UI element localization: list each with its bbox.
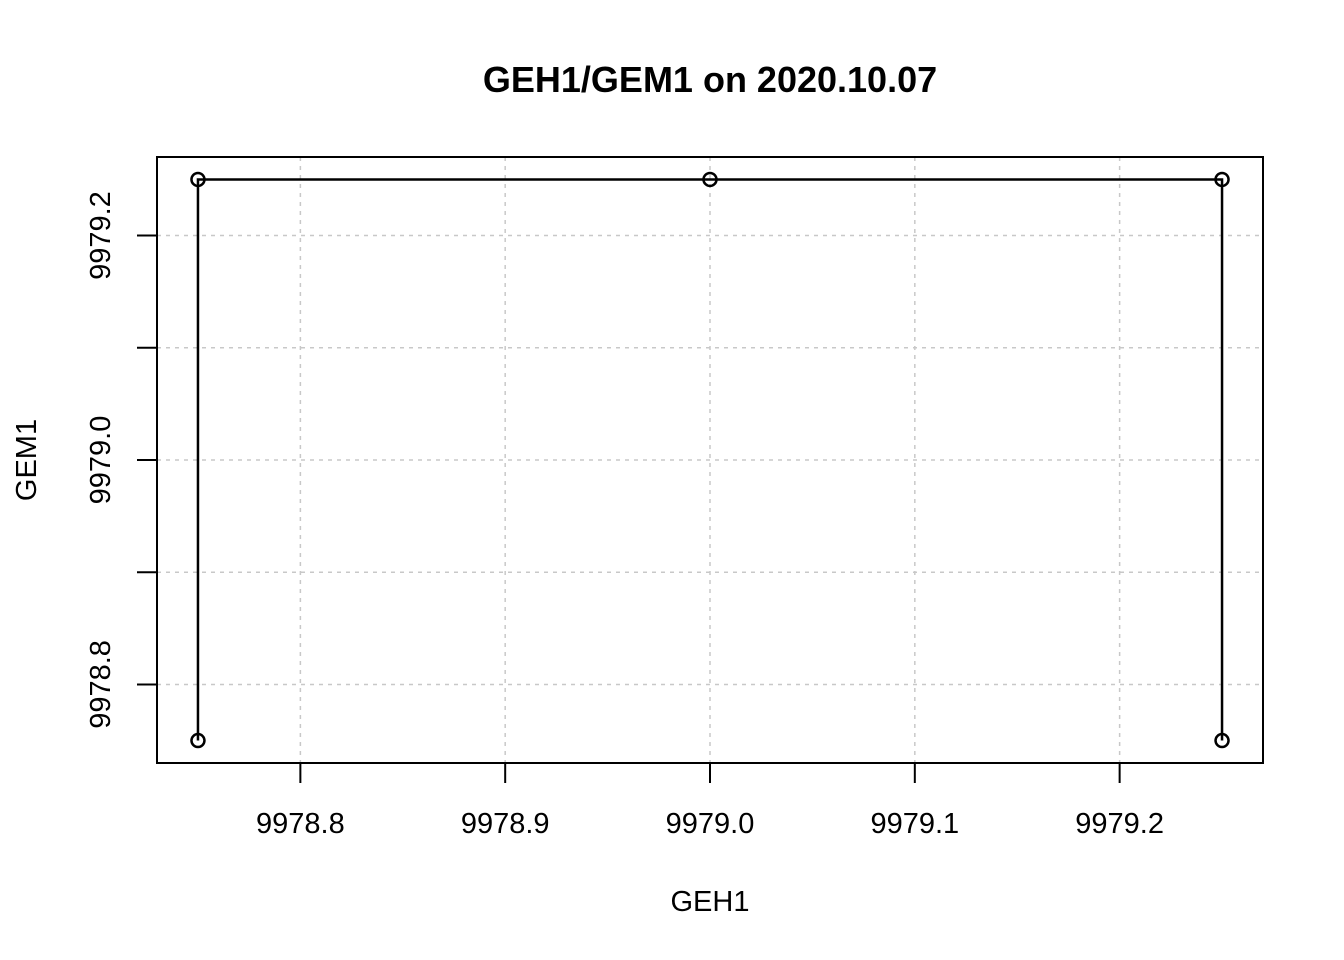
x-tick-label-3: 9979.1 [870,808,959,840]
x-tick-label-4: 9979.2 [1075,808,1164,840]
series-line-0 [196,178,1224,741]
data-point-2 [702,171,718,188]
x-tick-label-1: 9978.9 [461,808,550,840]
grid [157,157,1263,763]
series-group [190,171,1230,749]
x-tick-label-0: 9978.8 [256,808,345,840]
data-point-3 [1214,171,1230,188]
y-tick-label-0: 9978.8 [85,640,117,729]
y-axis-label: GEM1 [11,419,43,501]
x-axis-label: GEH1 [671,886,750,918]
data-point-4 [1214,732,1230,749]
x-tick-label-2: 9979.0 [666,808,755,840]
data-point-0 [190,732,206,749]
y-tick-label-2: 9979.0 [85,416,117,505]
y-tick-label-4: 9979.2 [85,191,117,280]
y-axis: 9978.8 9979.0 9979.2 [85,191,157,729]
chart-title: GEH1/GEM1 on 2020.10.07 [483,59,937,100]
x-axis: 9978.8 9978.9 9979.0 9979.1 9979.2 [256,763,1164,840]
data-point-1 [190,171,206,188]
